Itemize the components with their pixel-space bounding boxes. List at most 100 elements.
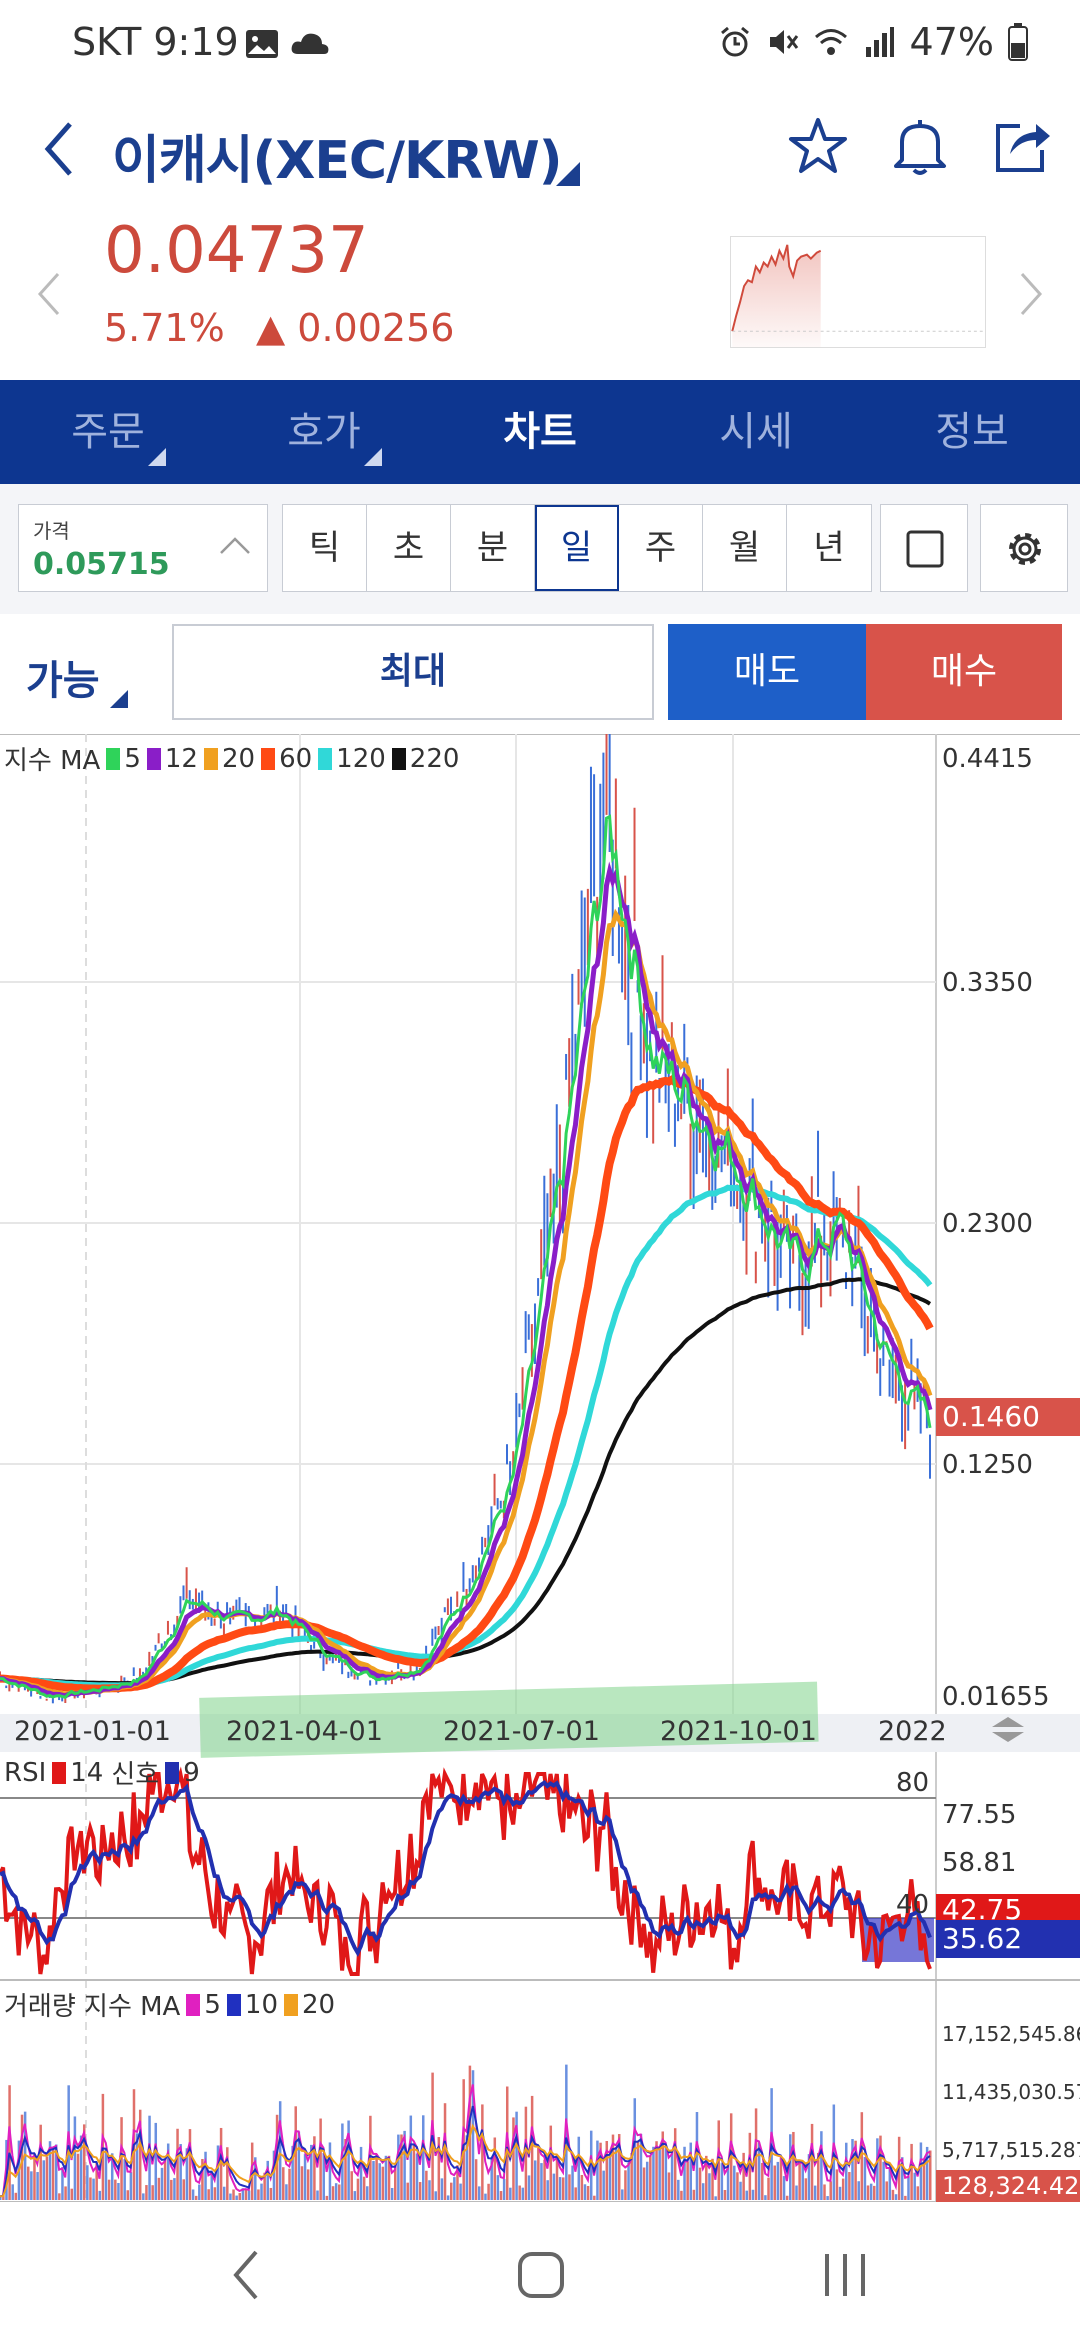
- tab-info[interactable]: 정보: [935, 409, 1009, 455]
- tab-order[interactable]: 주문: [0, 380, 216, 484]
- volume-bar: [182, 2179, 186, 2200]
- sparkline-chart: [730, 236, 986, 348]
- change-amount: ▲ 0.00256: [256, 306, 455, 350]
- volume-bar: [767, 2177, 770, 2200]
- volume-tick: 5,717,515.287: [942, 2138, 1080, 2162]
- settings-button[interactable]: [980, 504, 1068, 592]
- battery-percent: 47%: [909, 20, 994, 64]
- prev-coin-icon[interactable]: [30, 264, 66, 324]
- volume-bar: [254, 2157, 257, 2200]
- price-selector-value: 0.05715: [33, 547, 170, 582]
- volume-bar: [910, 2143, 913, 2200]
- title-dropdown-icon[interactable]: [556, 162, 580, 186]
- tab-quotes[interactable]: 시세: [719, 409, 793, 455]
- period-second[interactable]: 초: [367, 505, 451, 591]
- rsi-signal-tag: 35.62: [936, 1920, 1080, 1958]
- tab-chart[interactable]: 차트: [503, 409, 577, 455]
- star-icon[interactable]: [786, 114, 850, 178]
- volume-bar: [751, 2189, 755, 2200]
- rsi-14-line: [0, 1766, 932, 1976]
- period-minute[interactable]: 분: [451, 505, 535, 591]
- volume-bar: [680, 2190, 683, 2200]
- volume-bar: [574, 2187, 577, 2200]
- volume-bar: [222, 2186, 226, 2200]
- volume-bar: [474, 2159, 478, 2200]
- chart-canvas[interactable]: [0, 734, 1080, 2202]
- chart-area[interactable]: 지수 MA 5 12 20 60 120 220 0.4415 0.3350 0…: [0, 734, 1080, 2202]
- volume-bar: [639, 2133, 643, 2200]
- volume-legend-10: 10: [244, 1989, 278, 2020]
- volume-bar: [720, 2163, 724, 2200]
- volume-bar: [400, 2134, 403, 2200]
- volume-bar: [929, 2150, 932, 2200]
- volume-bar: [384, 2155, 388, 2200]
- recents-nav-icon[interactable]: [810, 2240, 880, 2310]
- volume-bar: [350, 2171, 353, 2200]
- period-month[interactable]: 월: [703, 505, 787, 591]
- buy-button[interactable]: 매수: [866, 624, 1062, 720]
- period-year[interactable]: 년: [813, 528, 845, 568]
- volume-bar: [863, 2156, 867, 2200]
- change-percent: 5.71%: [104, 306, 225, 350]
- volume-bar: [170, 2179, 173, 2200]
- volume-bar: [446, 2195, 450, 2200]
- tab-orderbook[interactable]: 호가: [216, 380, 432, 484]
- ma-5-line: [0, 814, 932, 1700]
- volume-bar: [58, 2193, 61, 2200]
- fullscreen-button[interactable]: [880, 504, 968, 592]
- available-dropdown-icon[interactable]: [110, 690, 128, 708]
- volume-bar: [527, 2175, 531, 2200]
- next-coin-icon[interactable]: [1014, 264, 1050, 324]
- volume-bar: [344, 2138, 347, 2200]
- share-icon[interactable]: [990, 114, 1054, 178]
- volume-bar: [328, 2142, 332, 2200]
- volume-legend-5: 5: [204, 1989, 221, 2020]
- volume-bar: [278, 2101, 282, 2200]
- volume-bar: [82, 2124, 86, 2200]
- volume-bar: [493, 2137, 497, 2200]
- max-quantity-button[interactable]: 최대: [172, 624, 654, 720]
- rsi-level: 80: [896, 1768, 930, 1798]
- volume-bar: [260, 2183, 263, 2200]
- volume-bar: [188, 2129, 192, 2200]
- volume-bar: [347, 2120, 350, 2200]
- period-tick[interactable]: 틱: [283, 505, 367, 591]
- volume-bar: [0, 2196, 2, 2200]
- volume-bar: [210, 2171, 214, 2200]
- ma-60-line: [0, 1075, 934, 1693]
- image-icon: [246, 30, 278, 58]
- volume-bar: [129, 2172, 133, 2200]
- volume-bar: [204, 2151, 207, 2200]
- volume-bar: [176, 2128, 179, 2200]
- period-week[interactable]: 주: [619, 505, 703, 591]
- back-icon[interactable]: [36, 114, 86, 184]
- volume-bar: [303, 2154, 307, 2200]
- y-tick: 0.01655: [942, 1682, 1050, 1712]
- bell-icon[interactable]: [888, 114, 952, 178]
- home-nav-icon[interactable]: [506, 2240, 576, 2310]
- axis-scroll-icon[interactable]: [992, 1717, 1024, 1742]
- ma-legend-5: 5: [124, 743, 141, 774]
- volume-bar: [649, 2155, 652, 2200]
- period-day[interactable]: 일: [535, 505, 619, 591]
- sell-button[interactable]: 매도: [668, 624, 866, 720]
- volume-bar: [789, 2134, 792, 2200]
- price-selector[interactable]: 가격 0.05715: [18, 504, 268, 592]
- available-label[interactable]: 가능: [26, 658, 100, 704]
- order-bar: 가능 최대 매도 매수: [0, 614, 1080, 734]
- volume-bar: [310, 2144, 313, 2200]
- volume-bar: [126, 2190, 130, 2200]
- volume-bar: [593, 2195, 596, 2200]
- volume-bar: [101, 2093, 105, 2200]
- back-nav-icon[interactable]: [214, 2240, 284, 2310]
- volume-bar: [48, 2141, 52, 2200]
- rsi-legend-title: RSI: [4, 1757, 47, 1788]
- volume-bar: [879, 2135, 882, 2200]
- volume-bar: [232, 2189, 235, 2200]
- volume-bar: [201, 2158, 204, 2200]
- volume-bar: [745, 2190, 748, 2200]
- coin-title[interactable]: 이캐시(XEC/KRW): [112, 131, 563, 191]
- volume-bar: [776, 2161, 780, 2200]
- volume-bar: [792, 2131, 795, 2200]
- volume-bar: [372, 2161, 375, 2200]
